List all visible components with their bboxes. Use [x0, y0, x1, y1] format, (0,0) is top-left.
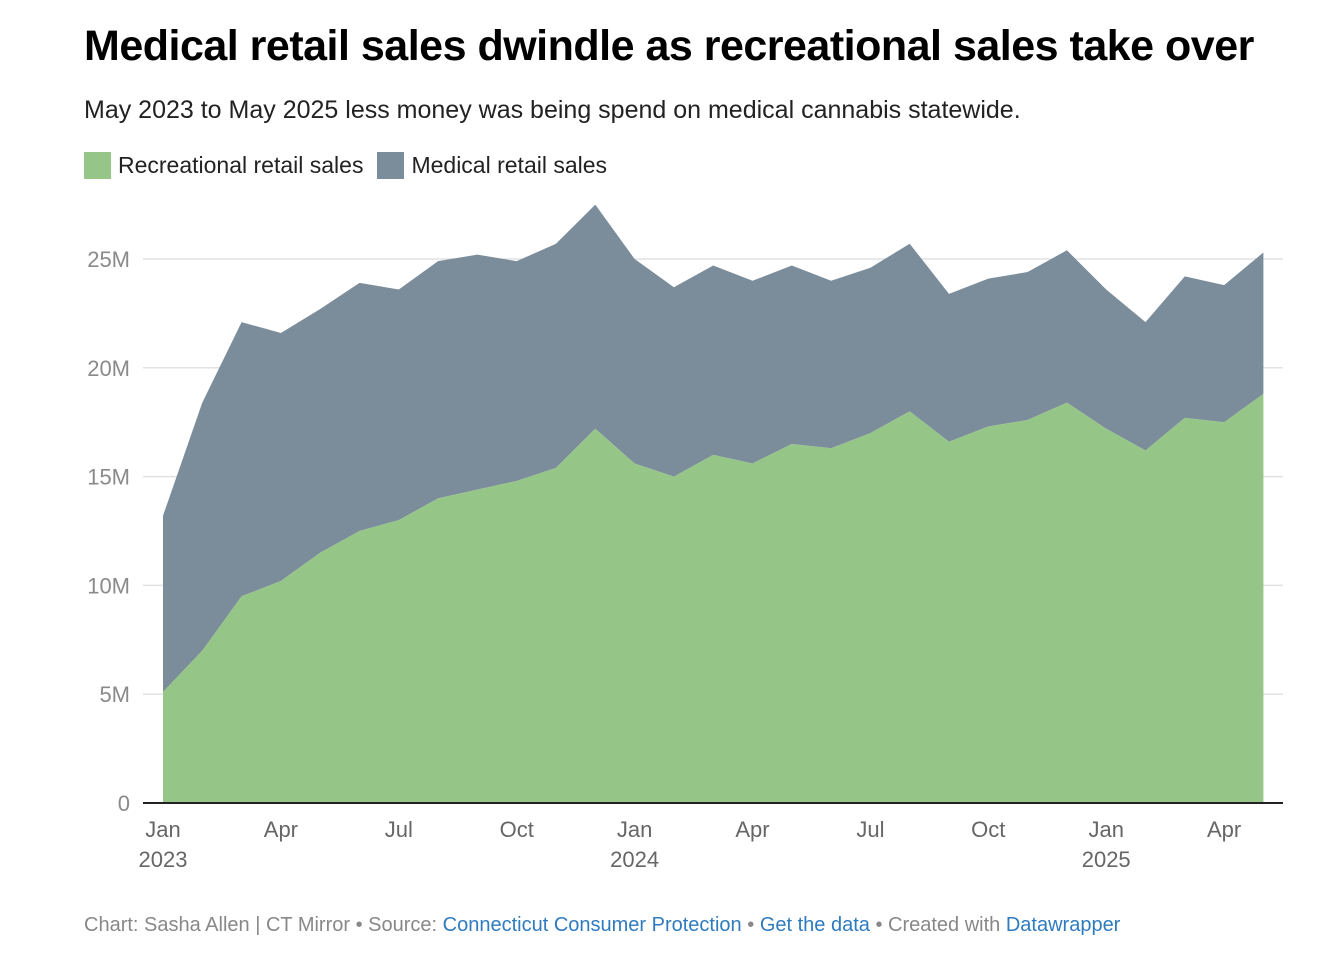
legend-item-medical: Medical retail sales [377, 152, 607, 179]
datawrapper-link[interactable]: Datawrapper [1005, 914, 1121, 936]
legend-item-recreational: Recreational retail sales [84, 152, 363, 179]
x-tick-label: Oct [500, 817, 534, 842]
chart-title: Medical retail sales dwindle as recreati… [84, 22, 1254, 70]
stacked-area-chart: 0 5M 10M 15M 20M 25M Jan 2023 Apr Jul Oct Jan 2024 Ap… [87, 204, 1283, 872]
footer-separator: • [741, 914, 760, 936]
y-tick-label: 15M [87, 465, 130, 490]
chart-subtitle: May 2023 to May 2025 less money was bein… [84, 96, 1021, 124]
get-the-data-link[interactable]: Get the data [759, 914, 870, 936]
x-tick-label: Jan [1088, 817, 1123, 842]
x-tick-label: Apr [735, 817, 769, 842]
x-tick-label: Jan [145, 817, 180, 842]
y-tick-label: 5M [99, 682, 130, 707]
chart-legend: Recreational retail sales Medical retail… [84, 152, 621, 179]
y-tick-label: 10M [87, 573, 130, 598]
footer-separator: • Source: [350, 914, 443, 936]
legend-label-medical: Medical retail sales [411, 152, 608, 178]
y-tick-label: 20M [87, 356, 130, 381]
footer-credit: Chart: Sasha Allen | CT Mirror [84, 914, 351, 936]
x-tick-label: Apr [264, 817, 298, 842]
source-link[interactable]: Connecticut Consumer Protection [442, 914, 742, 936]
x-tick-label: Jul [385, 817, 413, 842]
legend-swatch-recreational [84, 152, 111, 179]
legend-swatch-medical [377, 152, 405, 179]
x-tick-label: Oct [971, 817, 1005, 842]
y-tick-label: 25M [87, 247, 130, 272]
x-tick-label: Apr [1207, 817, 1241, 842]
x-tick-label: Jan [617, 817, 652, 842]
x-tick-year-label: 2024 [610, 847, 659, 872]
y-tick-label: 0 [118, 791, 130, 816]
x-tick-label: Jul [856, 817, 884, 842]
x-tick-year-label: 2023 [139, 847, 188, 872]
x-tick-year-label: 2025 [1082, 847, 1131, 872]
medical-sales-area [163, 204, 1264, 693]
chart-footer: Chart: Sasha Allen | CT Mirror • Source:… [84, 914, 1120, 937]
footer-separator: • Created with [869, 914, 1006, 936]
recreational-sales-area [163, 393, 1264, 803]
legend-label-recreational: Recreational retail sales [118, 152, 364, 178]
